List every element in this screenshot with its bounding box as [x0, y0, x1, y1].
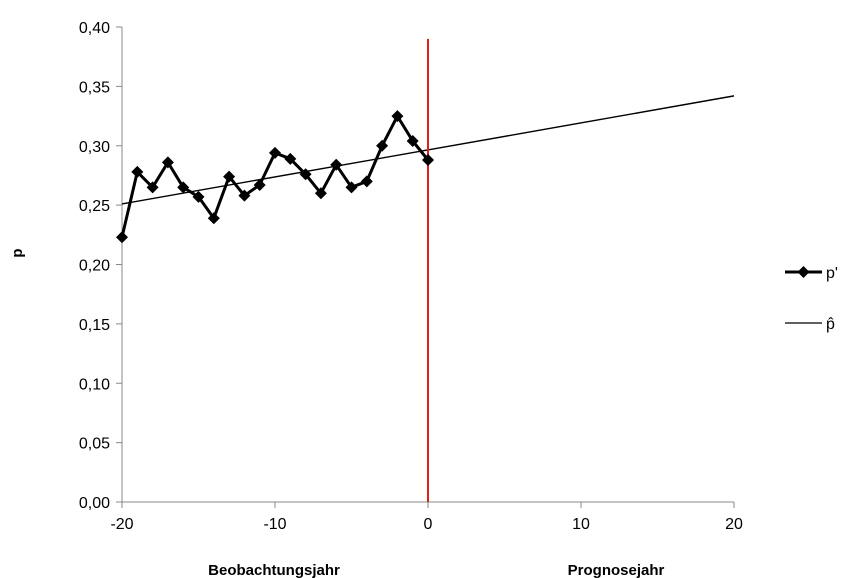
x-tick-label: 20 [725, 516, 743, 533]
series-p-prime-point [284, 152, 297, 165]
series-p-prime-point [207, 212, 220, 225]
legend-swatch-p-prime-marker [797, 266, 810, 278]
y-tick-label: 0,40 [79, 20, 110, 37]
series-p-prime-point [192, 190, 205, 203]
legend-item-p-prime: p' [785, 265, 838, 282]
series-p-prime-point [131, 165, 144, 178]
series-p-prime-point [238, 189, 251, 202]
y-axis: 0,00 0,05 0,10 0,15 0,20 0,25 0,30 0,35 0,40 [79, 20, 123, 512]
series-p-prime-point [376, 139, 389, 152]
series-p-prime-point [116, 231, 128, 244]
x-tick-label: 0 [424, 516, 433, 533]
x-axis-title-right: Prognosejahr [568, 562, 665, 578]
legend-item-p-hat: p̂ [785, 316, 835, 333]
series-p-prime-point [314, 187, 327, 200]
x-tick-label: 10 [572, 516, 590, 533]
series-p-prime-point [161, 156, 174, 169]
series-p-prime-point [330, 158, 343, 171]
series-p-prime-point [299, 168, 312, 181]
y-tick-label: 0,15 [79, 317, 110, 334]
x-axis: -20 -10 0 10 20 [110, 501, 743, 533]
y-tick-label: 0,25 [79, 198, 110, 215]
x-ticks: -20 -10 0 10 20 [110, 502, 743, 533]
y-tick-label: 0,10 [79, 376, 110, 393]
y-axis-title: p [9, 248, 26, 257]
legend-label-p-hat: p̂ [826, 316, 835, 333]
series-p-prime-point [360, 175, 373, 188]
y-tick-label: 0,05 [79, 436, 110, 453]
series-p-prime-point [391, 110, 404, 123]
y-tick-label: 0,35 [79, 79, 110, 96]
y-ticks: 0,00 0,05 0,10 0,15 0,20 0,25 0,30 0,35 0,40 [79, 20, 122, 512]
y-tick-label: 0,30 [79, 139, 110, 156]
series-p-prime-point [269, 146, 281, 159]
x-axis-title-left: Beobachtungsjahr [208, 562, 340, 578]
legend-label-p-prime: p' [826, 265, 838, 282]
series-p-prime-point [422, 154, 434, 166]
legend: p' p̂ [785, 265, 838, 333]
x-tick-label: -20 [110, 516, 133, 533]
x-tick-label: -10 [263, 516, 286, 533]
series-p-prime-point [223, 170, 236, 183]
y-tick-label: 0,00 [79, 495, 110, 512]
y-tick-label: 0,20 [79, 258, 110, 275]
series-p-prime-point [146, 181, 159, 194]
series-p-prime-point [406, 135, 419, 147]
series-p-prime-point [177, 181, 190, 194]
series-p-prime-point [345, 181, 358, 194]
series-p-prime-point [253, 178, 266, 191]
plot-area [116, 38, 735, 502]
